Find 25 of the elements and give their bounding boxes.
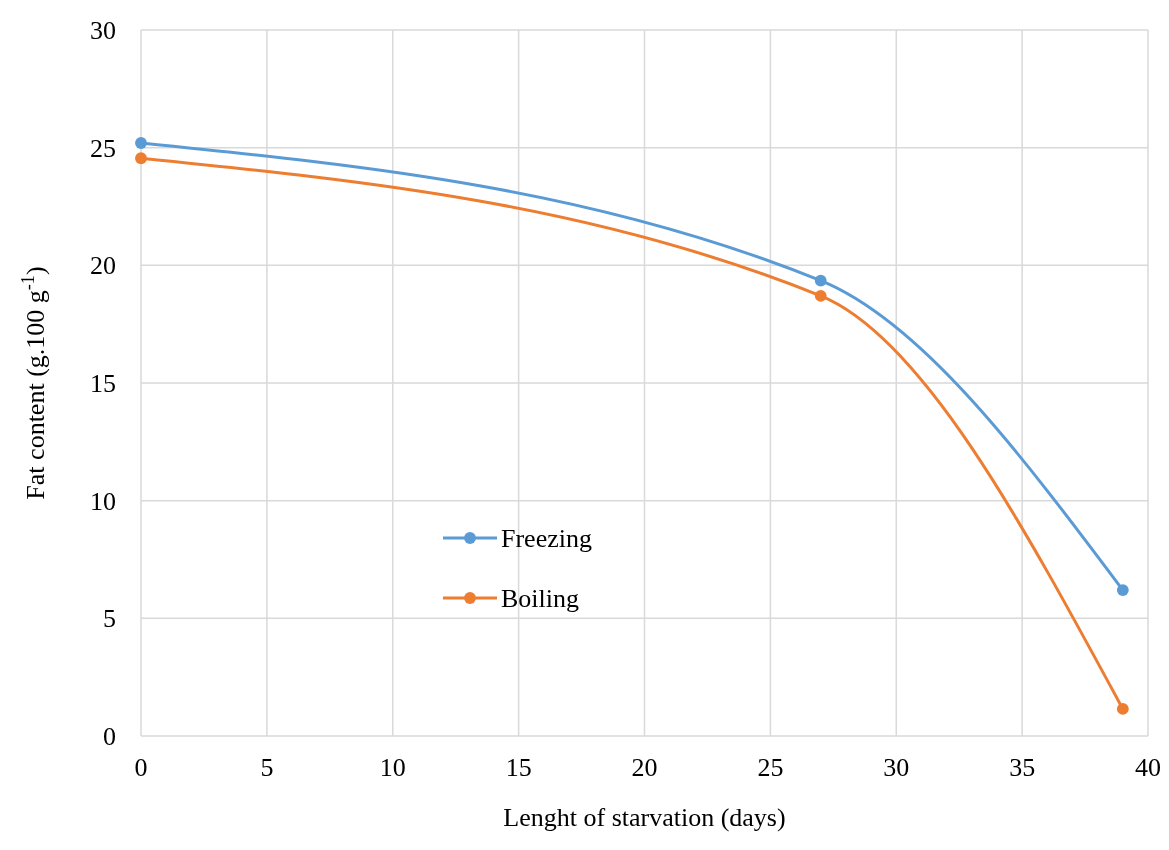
point	[1116, 703, 1129, 715]
x-tick-label: 5	[260, 753, 274, 782]
y-tick-label: 5	[103, 604, 116, 634]
x-tick-label: 10	[379, 753, 406, 782]
x-tick-label: 25	[757, 753, 784, 782]
y-tick-label: 15	[90, 369, 116, 399]
point	[814, 274, 827, 287]
y-tick-label: 20	[90, 251, 116, 281]
legend-label: Boiling	[501, 584, 580, 614]
x-tick-label: 20	[631, 753, 658, 782]
x-tick-label: 0	[134, 753, 148, 782]
x-tick-label: 30	[883, 753, 910, 782]
y-tick-label: 0	[103, 722, 116, 752]
y-tick-label: 25	[90, 133, 116, 163]
point	[1116, 584, 1129, 596]
legend-label: Freezing	[501, 524, 592, 554]
point	[814, 290, 827, 302]
y-tick-label: 30	[90, 16, 116, 46]
x-tick-label: 15	[505, 753, 532, 782]
x-tick-label: 35	[1009, 753, 1036, 782]
point	[135, 152, 147, 165]
x-tick-label: 40	[1135, 753, 1161, 782]
x-axis-title: Lenght of starvation (days)	[503, 803, 786, 832]
point	[135, 137, 147, 149]
y-tick-label: 10	[90, 486, 116, 516]
